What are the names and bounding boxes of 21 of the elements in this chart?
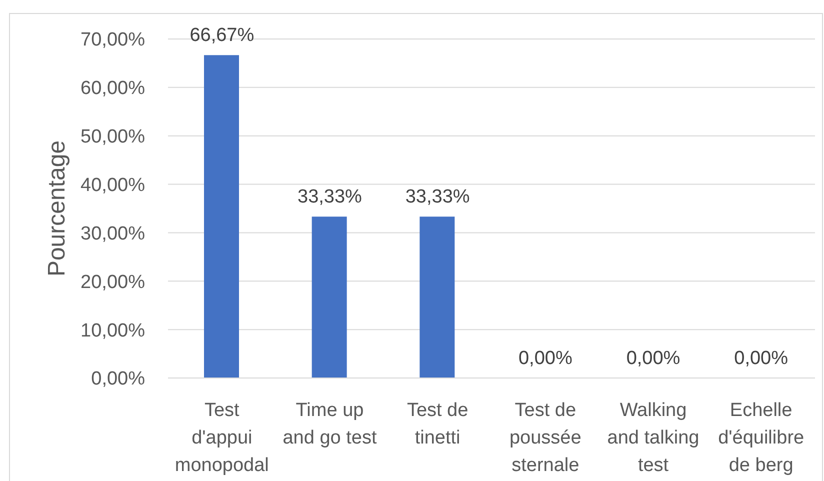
- y-axis-title: Pourcentage: [44, 140, 70, 277]
- data-label: 0,00%: [518, 348, 572, 369]
- x-tick-label: Echelle d'équilibre de berg: [718, 400, 804, 476]
- y-tick-label: 60,00%: [80, 78, 146, 100]
- x-tick-label: Test d'appui monopodal: [174, 400, 269, 476]
- y-tick-label: 70,00%: [80, 30, 146, 51]
- data-label: 0,00%: [626, 348, 680, 369]
- y-tick-label: 40,00%: [80, 175, 146, 196]
- y-tick-label: 0,00%: [91, 368, 146, 390]
- data-label: 0,00%: [734, 348, 788, 369]
- data-label: 33,33%: [298, 186, 362, 208]
- y-tick-label: 30,00%: [80, 223, 146, 244]
- x-tick-label: Time up and go test: [282, 400, 378, 448]
- x-tick-label: Test de poussée sternale: [509, 400, 582, 476]
- data-label: 33,33%: [405, 186, 470, 208]
- y-tick-label: 20,00%: [80, 272, 146, 293]
- data-label: 66,67%: [190, 25, 254, 46]
- x-tick-label: Walking and talking test: [607, 400, 700, 476]
- x-tick-label: Test de tinetti: [406, 400, 468, 448]
- y-tick-label: 50,00%: [80, 126, 146, 148]
- y-tick-label: 10,00%: [80, 320, 146, 342]
